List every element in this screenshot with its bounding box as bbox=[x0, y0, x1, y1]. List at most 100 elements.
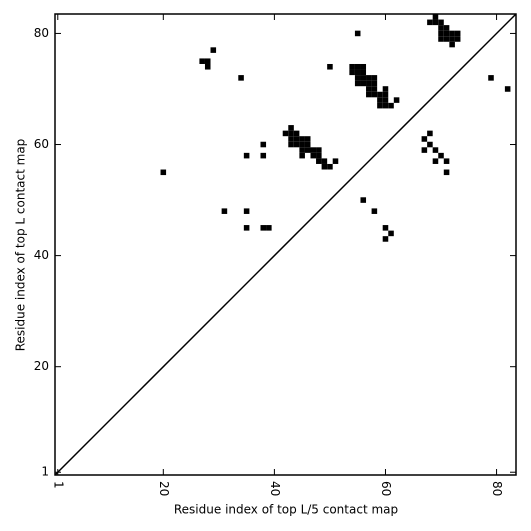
point bbox=[443, 25, 450, 31]
point bbox=[377, 102, 383, 109]
plot-frame bbox=[54, 13, 517, 476]
point bbox=[310, 152, 317, 159]
point bbox=[282, 130, 289, 137]
x-tick-label: 60 bbox=[379, 481, 393, 496]
point bbox=[349, 63, 355, 70]
y-tick-label: 60 bbox=[34, 137, 49, 151]
point bbox=[354, 80, 361, 87]
point bbox=[432, 19, 439, 26]
point bbox=[438, 25, 444, 31]
point bbox=[316, 152, 322, 159]
point bbox=[354, 63, 361, 70]
y-tick-label: 40 bbox=[34, 248, 49, 262]
point bbox=[316, 158, 322, 164]
point bbox=[382, 225, 389, 231]
point bbox=[260, 225, 267, 231]
point bbox=[377, 97, 383, 103]
point bbox=[221, 208, 228, 214]
point bbox=[393, 97, 400, 103]
point bbox=[299, 147, 305, 153]
point bbox=[321, 163, 328, 170]
point bbox=[260, 152, 267, 159]
point bbox=[366, 91, 372, 98]
point bbox=[204, 63, 211, 70]
point bbox=[427, 19, 433, 26]
point bbox=[366, 80, 372, 87]
point bbox=[432, 158, 439, 164]
point bbox=[354, 75, 361, 81]
point bbox=[293, 141, 300, 148]
point bbox=[316, 147, 322, 153]
point bbox=[293, 136, 300, 142]
point bbox=[443, 158, 450, 164]
point bbox=[349, 69, 355, 76]
point bbox=[354, 30, 361, 37]
point bbox=[243, 152, 250, 159]
point bbox=[299, 136, 305, 142]
point bbox=[382, 91, 389, 98]
point bbox=[243, 208, 250, 214]
y-tick-label: 1 bbox=[41, 465, 49, 479]
point bbox=[204, 58, 211, 64]
point bbox=[371, 91, 378, 98]
point bbox=[354, 69, 361, 76]
x-tick-label: 40 bbox=[268, 481, 282, 496]
point bbox=[210, 47, 217, 53]
point bbox=[421, 136, 428, 142]
x-tick-label: 80 bbox=[490, 481, 504, 496]
point bbox=[371, 75, 378, 81]
point bbox=[382, 97, 389, 103]
point bbox=[438, 152, 444, 159]
point bbox=[360, 75, 367, 81]
point bbox=[443, 169, 450, 176]
x-axis-label: Residue index of top L/5 contact map bbox=[174, 503, 398, 517]
point bbox=[432, 14, 439, 20]
point bbox=[371, 80, 378, 87]
point bbox=[160, 169, 167, 176]
point bbox=[199, 58, 205, 64]
point bbox=[454, 36, 461, 42]
x-tick-label: 20 bbox=[157, 481, 171, 496]
point bbox=[332, 158, 339, 164]
point bbox=[488, 75, 494, 81]
point bbox=[443, 36, 450, 42]
point bbox=[449, 41, 455, 48]
point bbox=[327, 163, 333, 170]
point bbox=[438, 30, 444, 37]
point bbox=[299, 152, 305, 159]
point bbox=[388, 230, 394, 237]
point bbox=[288, 125, 294, 131]
point bbox=[371, 86, 378, 92]
point bbox=[454, 30, 461, 37]
point bbox=[293, 130, 300, 137]
point bbox=[288, 141, 294, 148]
point bbox=[243, 225, 250, 231]
point bbox=[382, 86, 389, 92]
point bbox=[366, 75, 372, 81]
point bbox=[360, 63, 367, 70]
point bbox=[238, 75, 244, 81]
point bbox=[360, 80, 367, 87]
point bbox=[382, 236, 389, 242]
point bbox=[327, 63, 333, 70]
point bbox=[427, 141, 433, 148]
point bbox=[260, 141, 267, 148]
point bbox=[449, 30, 455, 37]
point bbox=[288, 130, 294, 137]
point bbox=[438, 36, 444, 42]
point bbox=[360, 69, 367, 76]
y-tick-label: 80 bbox=[34, 26, 49, 40]
point bbox=[449, 36, 455, 42]
point bbox=[304, 147, 311, 153]
y-axis-label: Residue index of top L contact map bbox=[14, 139, 28, 352]
point bbox=[438, 19, 444, 26]
point bbox=[304, 136, 311, 142]
x-tick-label: 1 bbox=[51, 481, 65, 489]
point bbox=[310, 147, 317, 153]
point bbox=[443, 30, 450, 37]
y-tick-label: 20 bbox=[34, 359, 49, 373]
point bbox=[321, 158, 328, 164]
point bbox=[382, 102, 389, 109]
point bbox=[432, 147, 439, 153]
point bbox=[299, 141, 305, 148]
